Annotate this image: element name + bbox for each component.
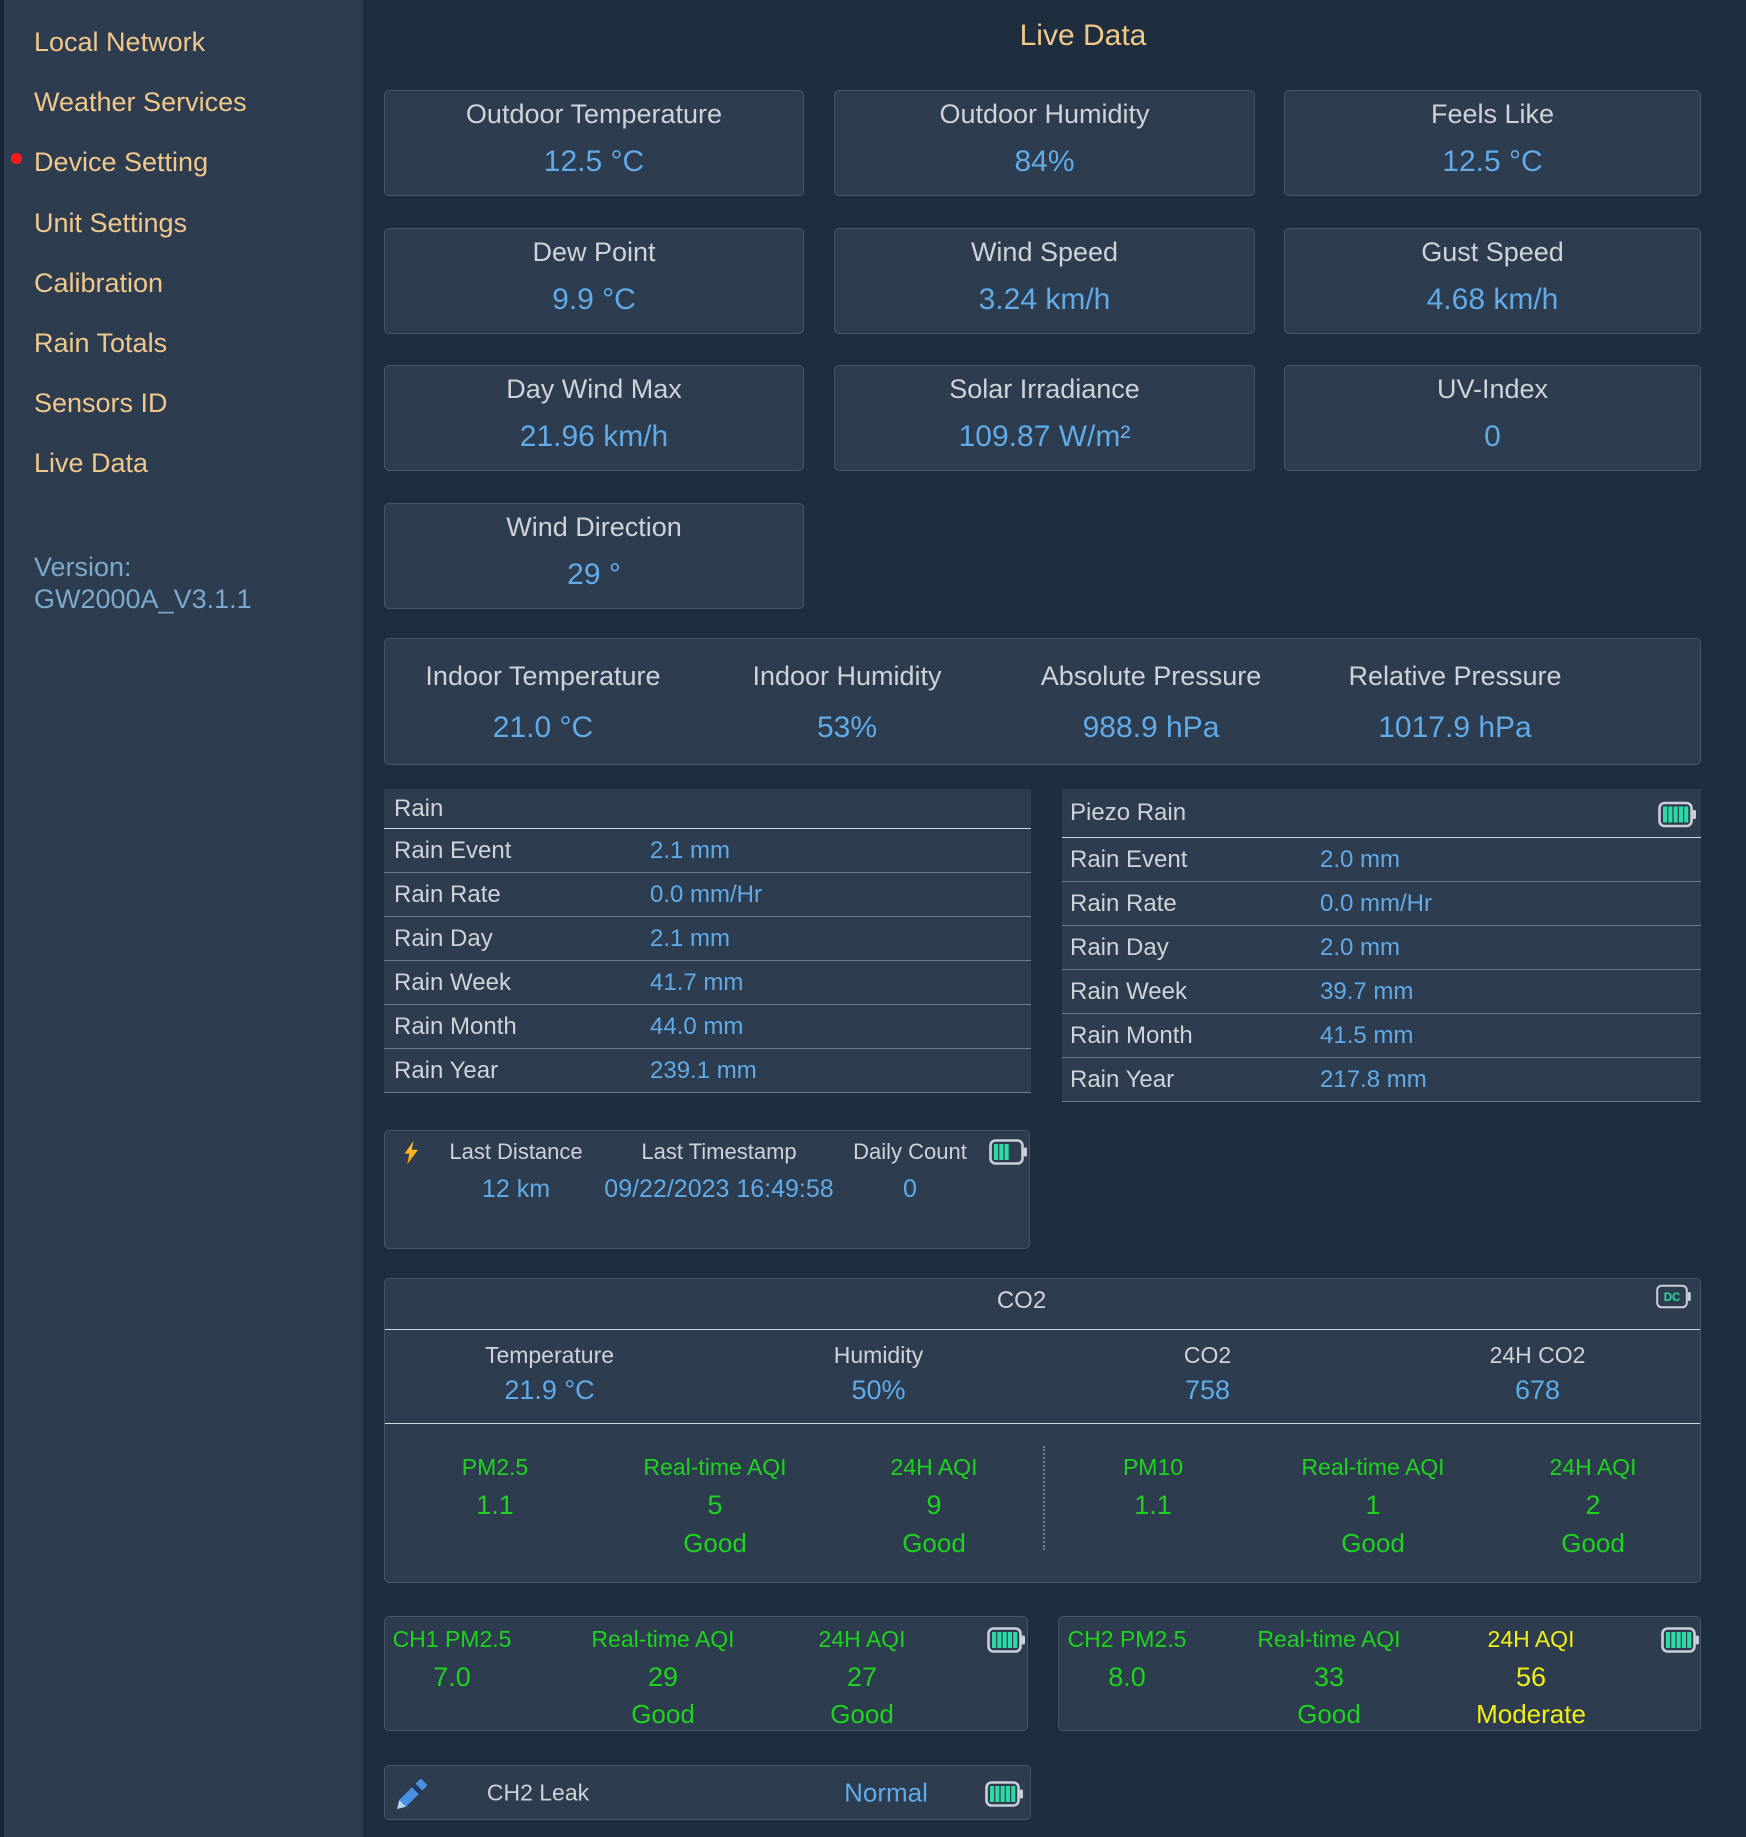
svg-text:DC: DC — [1664, 1292, 1681, 1304]
